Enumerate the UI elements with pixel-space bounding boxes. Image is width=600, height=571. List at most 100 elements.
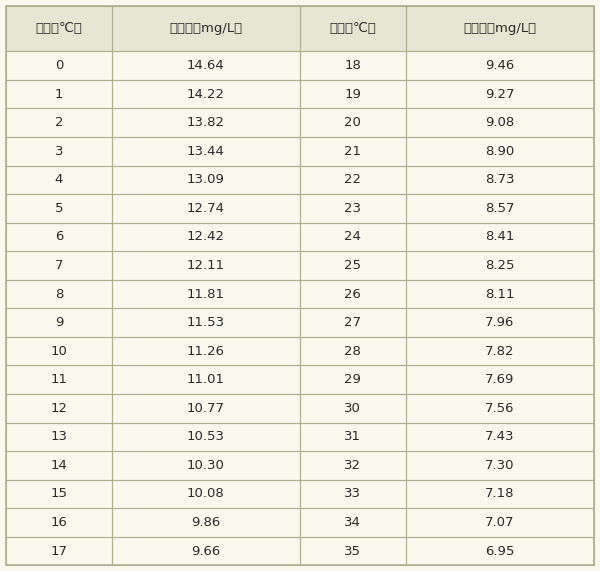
Bar <box>6 194 112 223</box>
Bar <box>300 6 406 51</box>
Bar <box>112 166 300 194</box>
Bar <box>112 451 300 480</box>
Bar <box>6 6 112 51</box>
Text: 18: 18 <box>344 59 361 72</box>
Bar <box>300 537 406 565</box>
Text: 12.74: 12.74 <box>187 202 225 215</box>
Bar <box>112 451 300 480</box>
Bar <box>406 451 594 480</box>
Bar <box>6 365 112 394</box>
Bar <box>112 137 300 166</box>
Text: 8: 8 <box>55 288 63 300</box>
Bar <box>300 223 406 251</box>
Bar <box>6 423 112 451</box>
Bar <box>6 251 112 280</box>
Bar <box>6 223 112 251</box>
Bar <box>300 308 406 337</box>
Bar <box>6 537 112 565</box>
Bar <box>6 280 112 308</box>
Bar <box>406 451 594 480</box>
Bar <box>300 394 406 423</box>
Bar <box>6 537 112 565</box>
Text: 7.07: 7.07 <box>485 516 515 529</box>
Bar <box>300 480 406 508</box>
Text: 8.41: 8.41 <box>485 231 515 243</box>
Bar <box>406 6 594 51</box>
Text: 10: 10 <box>50 345 67 357</box>
Bar <box>112 51 300 80</box>
Text: 3: 3 <box>55 145 63 158</box>
Bar <box>6 480 112 508</box>
Bar <box>6 223 112 251</box>
Bar <box>406 194 594 223</box>
Bar <box>300 451 406 480</box>
Bar <box>300 166 406 194</box>
Bar <box>6 51 112 80</box>
Text: 9.27: 9.27 <box>485 88 515 100</box>
Text: 30: 30 <box>344 402 361 415</box>
Text: 21: 21 <box>344 145 361 158</box>
Bar <box>300 251 406 280</box>
Bar <box>112 308 300 337</box>
Text: 13.09: 13.09 <box>187 174 225 186</box>
Text: 6.95: 6.95 <box>485 545 515 557</box>
Bar <box>406 508 594 537</box>
Bar <box>6 194 112 223</box>
Bar <box>112 108 300 137</box>
Bar <box>6 166 112 194</box>
Bar <box>406 508 594 537</box>
Bar <box>112 51 300 80</box>
Bar <box>6 508 112 537</box>
Bar <box>300 194 406 223</box>
Text: 9.08: 9.08 <box>485 116 515 129</box>
Bar <box>112 6 300 51</box>
Text: 33: 33 <box>344 488 361 500</box>
Text: 7.18: 7.18 <box>485 488 515 500</box>
Bar <box>6 337 112 365</box>
Bar <box>6 108 112 137</box>
Bar <box>406 137 594 166</box>
Text: 7.43: 7.43 <box>485 431 515 443</box>
Bar <box>300 137 406 166</box>
Bar <box>6 394 112 423</box>
Text: 9.46: 9.46 <box>485 59 515 72</box>
Text: 11.01: 11.01 <box>187 373 225 386</box>
Text: 6: 6 <box>55 231 63 243</box>
Bar <box>406 480 594 508</box>
Bar <box>112 194 300 223</box>
Bar <box>406 6 594 51</box>
Bar <box>300 80 406 108</box>
Text: 14: 14 <box>50 459 67 472</box>
Bar <box>112 423 300 451</box>
Bar <box>112 508 300 537</box>
Bar <box>406 166 594 194</box>
Text: 24: 24 <box>344 231 361 243</box>
Bar <box>406 537 594 565</box>
Bar <box>300 108 406 137</box>
Bar <box>6 451 112 480</box>
Bar <box>112 223 300 251</box>
Bar <box>300 508 406 537</box>
Text: 13: 13 <box>50 431 67 443</box>
Bar <box>300 108 406 137</box>
Text: 11.26: 11.26 <box>187 345 225 357</box>
Bar <box>112 508 300 537</box>
Text: 12.42: 12.42 <box>187 231 225 243</box>
Bar <box>300 537 406 565</box>
Bar <box>112 480 300 508</box>
Bar <box>112 337 300 365</box>
Bar <box>406 223 594 251</box>
Bar <box>6 365 112 394</box>
Text: 32: 32 <box>344 459 361 472</box>
Bar <box>406 280 594 308</box>
Bar <box>6 80 112 108</box>
Bar <box>6 451 112 480</box>
Text: 11: 11 <box>50 373 67 386</box>
Bar <box>406 308 594 337</box>
Bar <box>300 194 406 223</box>
Bar <box>112 423 300 451</box>
Text: 29: 29 <box>344 373 361 386</box>
Bar <box>112 365 300 394</box>
Text: 11.53: 11.53 <box>187 316 225 329</box>
Bar <box>112 280 300 308</box>
